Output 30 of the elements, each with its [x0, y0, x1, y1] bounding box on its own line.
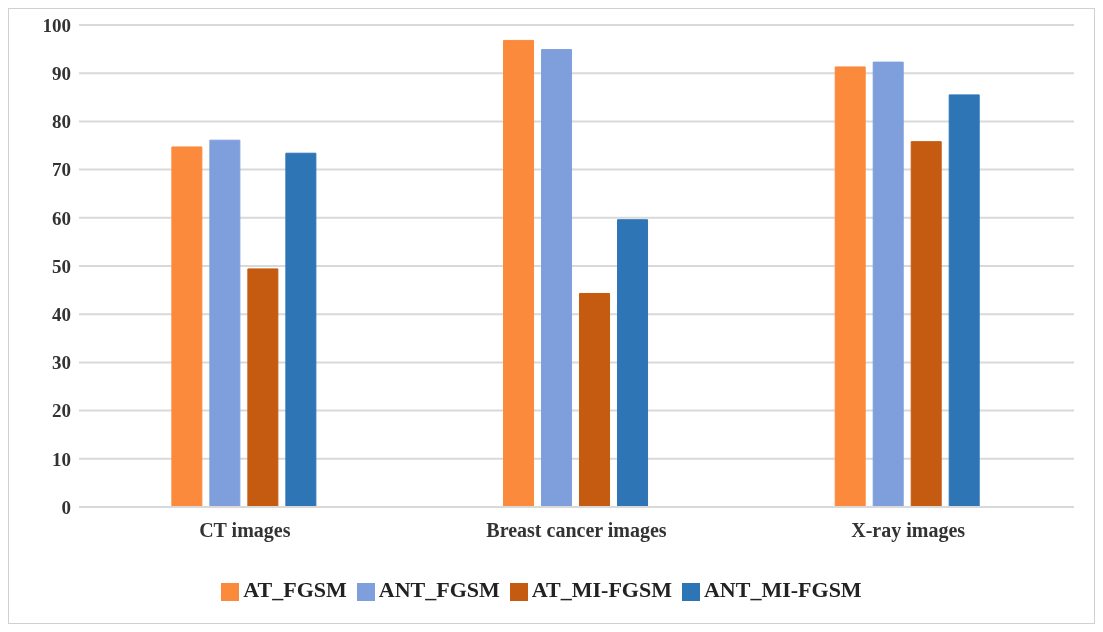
x-tick-label: X-ray images [851, 519, 966, 543]
bar [872, 61, 904, 507]
y-tick-label: 0 [61, 496, 71, 518]
bar [247, 268, 279, 507]
bar [617, 219, 649, 507]
bar [910, 141, 942, 507]
y-tick-label: 90 [52, 62, 71, 84]
y-tick-label: 30 [52, 352, 71, 374]
y-tick-label: 70 [52, 159, 71, 181]
y-tick-label: 40 [52, 303, 71, 325]
bar [541, 49, 573, 507]
bar [209, 139, 241, 507]
bar [503, 39, 535, 507]
legend-label: AT_FGSM [243, 577, 347, 602]
y-tick-label: 20 [52, 400, 71, 422]
y-tick-label: 50 [52, 255, 71, 277]
x-tick-label: Breast cancer images [486, 519, 667, 543]
y-tick-label: 10 [52, 448, 71, 470]
bar [579, 292, 611, 507]
bar [171, 146, 203, 507]
bar [285, 152, 317, 507]
bar [834, 66, 866, 507]
y-tick-label: 100 [42, 14, 71, 36]
bar [948, 94, 980, 507]
legend-label: AT_MI-FGSM [531, 577, 672, 602]
x-tick-label: CT images [199, 519, 291, 543]
legend-label: ANT_MI-FGSM [703, 577, 862, 602]
y-tick-label: 60 [52, 207, 71, 229]
y-tick-label: 80 [52, 111, 71, 133]
legend-label: ANT_FGSM [378, 577, 500, 602]
